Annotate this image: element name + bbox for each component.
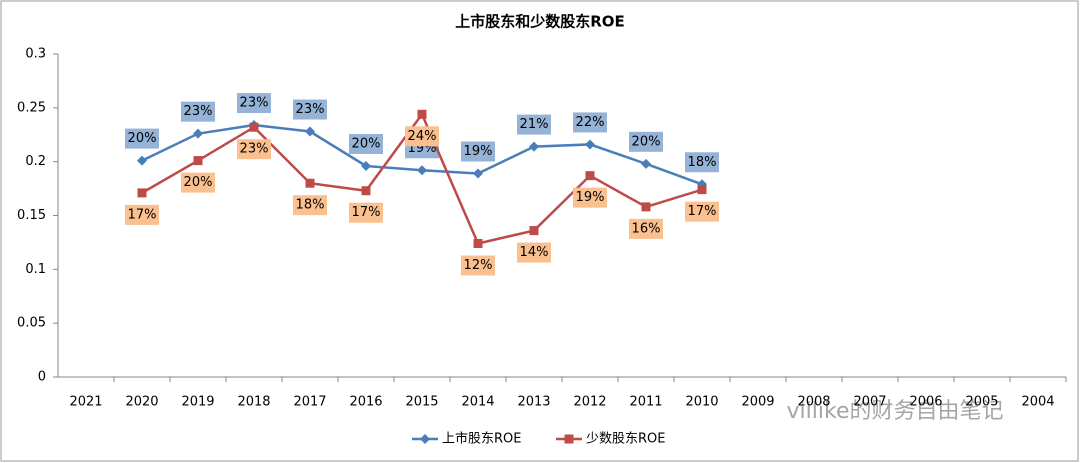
x-tick-label: 2018 xyxy=(237,395,270,410)
marker xyxy=(585,171,595,181)
data-label-box xyxy=(573,112,607,133)
marker xyxy=(529,226,539,236)
chart-title: 上市股东和少数股东ROE xyxy=(455,13,625,31)
data-label: 23% xyxy=(296,102,325,117)
data-label: 22% xyxy=(576,115,605,130)
watermark: villike的财务自由笔记 xyxy=(787,399,1004,424)
x-tick-label: 2007 xyxy=(853,395,886,410)
marker xyxy=(361,160,371,171)
x-tick-label: 2021 xyxy=(69,395,102,410)
data-label: 20% xyxy=(128,131,157,146)
data-label-box xyxy=(237,139,271,160)
data-label-box xyxy=(293,195,327,216)
data-label-box xyxy=(349,202,383,223)
marker xyxy=(529,141,539,152)
x-tick-label: 2014 xyxy=(461,395,494,410)
data-label-box xyxy=(573,187,607,208)
data-label-box xyxy=(125,204,159,225)
x-tick-label: 2011 xyxy=(629,395,662,410)
data-label: 14% xyxy=(520,245,549,260)
x-tick-label: 2010 xyxy=(685,395,718,410)
marker xyxy=(193,156,203,166)
data-label: 12% xyxy=(464,258,493,273)
marker xyxy=(137,188,147,198)
data-label: 23% xyxy=(240,142,269,157)
data-label-box xyxy=(237,93,271,114)
x-tick-label: 2009 xyxy=(741,395,774,410)
x-tick-label: 2020 xyxy=(125,395,158,410)
data-label: 17% xyxy=(688,204,717,219)
marker xyxy=(193,128,203,139)
x-tick-label: 2015 xyxy=(405,395,438,410)
y-tick-label: 0.05 xyxy=(17,316,46,331)
x-tick-label: 2005 xyxy=(965,395,998,410)
data-label: 16% xyxy=(632,221,661,236)
x-tick-label: 2006 xyxy=(909,395,942,410)
marker xyxy=(305,178,315,188)
data-label-box xyxy=(629,131,663,152)
data-label: 23% xyxy=(240,96,269,111)
x-tick-label: 2019 xyxy=(181,395,214,410)
data-label-box xyxy=(517,114,551,135)
marker xyxy=(697,185,707,195)
data-label: 19% xyxy=(576,190,605,205)
marker xyxy=(417,109,427,119)
data-label-box xyxy=(181,172,215,193)
x-tick-label: 2004 xyxy=(1021,395,1054,410)
data-label-box xyxy=(349,133,383,154)
marker xyxy=(361,186,371,196)
marker xyxy=(249,122,259,132)
data-label-box xyxy=(125,128,159,149)
data-label-box xyxy=(629,218,663,239)
data-label-box xyxy=(461,141,495,162)
legend-marker xyxy=(564,434,574,444)
marker xyxy=(305,126,315,137)
y-tick-label: 0.2 xyxy=(25,154,46,169)
data-label: 19% xyxy=(464,144,493,159)
data-label: 20% xyxy=(352,136,381,151)
marker xyxy=(473,238,483,248)
x-tick-label: 2017 xyxy=(293,395,326,410)
y-tick-label: 0 xyxy=(38,370,46,385)
data-label-box xyxy=(685,152,719,173)
marker xyxy=(585,139,595,150)
data-label: 17% xyxy=(352,205,381,220)
marker xyxy=(417,165,427,176)
data-label: 21% xyxy=(520,117,549,132)
marker xyxy=(137,155,147,166)
marker xyxy=(641,202,651,212)
x-tick-label: 2016 xyxy=(349,395,382,410)
data-label-box xyxy=(685,201,719,222)
y-tick-label: 0.25 xyxy=(17,100,46,115)
data-label: 17% xyxy=(128,207,157,222)
data-label-box xyxy=(181,101,215,122)
data-label-box xyxy=(517,242,551,263)
data-label: 18% xyxy=(688,155,717,170)
legend-marker xyxy=(420,434,430,444)
data-label: 20% xyxy=(632,134,661,149)
data-label: 18% xyxy=(296,198,325,213)
data-label-box xyxy=(405,126,439,147)
legend-label: 少数股东ROE xyxy=(586,432,665,447)
y-tick-label: 0.3 xyxy=(25,47,46,62)
legend-label: 上市股东ROE xyxy=(442,431,521,447)
y-tick-label: 0.15 xyxy=(17,208,46,223)
x-tick-label: 2008 xyxy=(797,395,830,410)
x-tick-label: 2012 xyxy=(573,395,606,410)
x-tick-label: 2013 xyxy=(517,395,550,410)
marker xyxy=(641,158,651,169)
data-label: 24% xyxy=(408,129,437,144)
y-tick-label: 0.1 xyxy=(25,262,46,277)
marker xyxy=(473,168,483,179)
data-label: 20% xyxy=(184,175,213,190)
data-label-box xyxy=(293,99,327,120)
data-label: 23% xyxy=(184,104,213,119)
data-label-box xyxy=(461,255,495,276)
